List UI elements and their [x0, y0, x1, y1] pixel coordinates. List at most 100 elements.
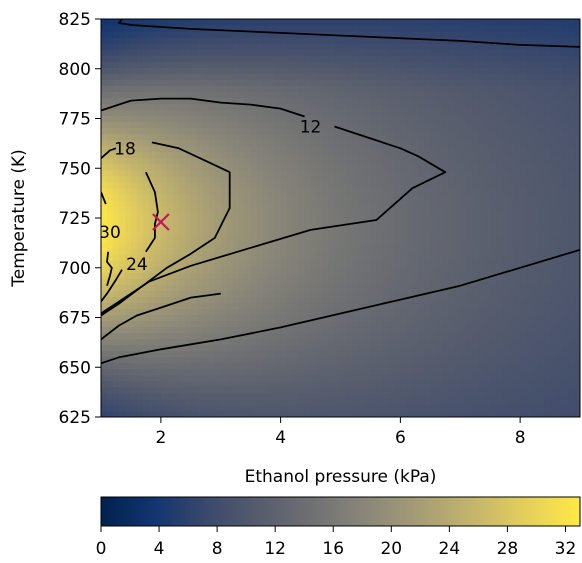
- heatmap-cell: [478, 211, 485, 219]
- heatmap-cell: [364, 266, 372, 273]
- heatmap-cell: [208, 79, 216, 86]
- heatmap-cell: [256, 61, 264, 68]
- heatmap-cell: [520, 266, 527, 273]
- heatmap-cell: [484, 278, 491, 285]
- heatmap-cell: [364, 242, 372, 249]
- heatmap-cell: [148, 236, 156, 243]
- heatmap-cell: [160, 31, 168, 38]
- heatmap-cell: [466, 157, 473, 165]
- heatmap-cell: [508, 242, 515, 249]
- heatmap-cell: [286, 133, 294, 141]
- heatmap-cell: [532, 145, 539, 153]
- heatmap-cell: [184, 133, 192, 141]
- heatmap-cell: [226, 338, 234, 346]
- heatmap-cell: [364, 350, 372, 358]
- heatmap-cell: [526, 398, 533, 406]
- heatmap-cell: [538, 368, 545, 376]
- heatmap-cell: [496, 374, 503, 382]
- heatmap-cell: [490, 374, 497, 382]
- heatmap-cell: [388, 163, 395, 171]
- heatmap-cell: [238, 272, 246, 279]
- heatmap-cell: [400, 151, 407, 159]
- heatmap-cell: [460, 109, 467, 117]
- heatmap-cell: [154, 266, 162, 273]
- heatmap-cell: [280, 374, 288, 382]
- heatmap-cell: [526, 181, 533, 189]
- heatmap-cell: [286, 169, 294, 177]
- heatmap-cell: [298, 266, 306, 273]
- heatmap-cell: [388, 374, 395, 382]
- heatmap-cell: [232, 205, 240, 213]
- heatmap-cell: [502, 175, 509, 183]
- heatmap-cell: [370, 332, 378, 340]
- heatmap-cell: [322, 37, 330, 44]
- heatmap-cell: [268, 169, 276, 177]
- heatmap-cell: [244, 290, 252, 297]
- heatmap-cell: [382, 43, 389, 50]
- heatmap-cell: [484, 91, 491, 98]
- heatmap-cell: [250, 338, 258, 346]
- heatmap-cell: [412, 37, 419, 44]
- heatmap-cell: [472, 211, 479, 219]
- heatmap-cell: [448, 55, 455, 62]
- heatmap-cell: [484, 314, 491, 322]
- heatmap-cell: [394, 218, 401, 225]
- heatmap-cell: [328, 386, 336, 394]
- heatmap-cell: [322, 91, 330, 98]
- heatmap-cell: [394, 133, 401, 141]
- heatmap-cell: [256, 175, 264, 183]
- heatmap-cell: [406, 151, 413, 159]
- heatmap-cell: [526, 121, 533, 129]
- heatmap-cell: [106, 386, 114, 394]
- heatmap-cell: [448, 115, 455, 123]
- heatmap-cell: [352, 356, 360, 364]
- heatmap-cell: [370, 272, 378, 279]
- heatmap-cell: [310, 151, 318, 159]
- heatmap-cell: [232, 151, 240, 159]
- heatmap-cell: [538, 25, 545, 32]
- heatmap-cell: [352, 97, 360, 105]
- heatmap-cell: [208, 272, 216, 279]
- heatmap-cell: [424, 350, 431, 358]
- heatmap-cell: [274, 43, 282, 50]
- heatmap-cell: [466, 218, 473, 225]
- heatmap-cell: [394, 145, 401, 153]
- heatmap-cell: [160, 374, 168, 382]
- heatmap-cell: [484, 320, 491, 328]
- heatmap-cell: [280, 211, 288, 219]
- heatmap-cell: [424, 368, 431, 376]
- heatmap-cell: [268, 139, 276, 147]
- heatmap-cell: [418, 61, 425, 68]
- heatmap-cell: [196, 181, 204, 189]
- heatmap-cell: [310, 356, 318, 364]
- heatmap-cell: [496, 193, 503, 201]
- heatmap-cell: [101, 61, 108, 68]
- heatmap-cell: [220, 236, 228, 243]
- heatmap-cell: [358, 260, 366, 267]
- heatmap-cell: [436, 67, 443, 74]
- heatmap-cell: [178, 254, 186, 261]
- heatmap-cell: [358, 115, 366, 123]
- heatmap-cell: [508, 115, 515, 123]
- heatmap-cell: [520, 254, 527, 261]
- heatmap-cell: [202, 314, 210, 322]
- heatmap-cell: [328, 115, 336, 123]
- heatmap-cell: [148, 218, 156, 225]
- heatmap-cell: [142, 332, 150, 340]
- heatmap-cell: [244, 55, 252, 62]
- heatmap-cell: [550, 392, 557, 400]
- heatmap-cell: [418, 193, 425, 201]
- heatmap-cell: [406, 175, 413, 183]
- heatmap-cell: [478, 115, 485, 123]
- heatmap-cell: [454, 109, 461, 117]
- heatmap-cell: [148, 386, 156, 394]
- heatmap-cell: [334, 157, 342, 165]
- heatmap-cell: [508, 127, 515, 135]
- heatmap-cell: [550, 380, 557, 388]
- heatmap-cell: [526, 254, 533, 261]
- heatmap-cell: [286, 224, 294, 231]
- heatmap-cell: [508, 230, 515, 237]
- heatmap-cell: [454, 121, 461, 129]
- heatmap-cell: [394, 404, 401, 412]
- heatmap-cell: [496, 31, 503, 38]
